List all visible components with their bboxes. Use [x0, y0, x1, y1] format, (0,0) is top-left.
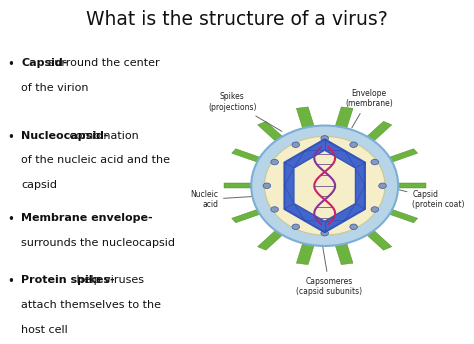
Polygon shape: [257, 231, 283, 250]
Circle shape: [350, 224, 357, 229]
Text: combination: combination: [66, 131, 138, 141]
Circle shape: [271, 207, 278, 212]
Text: Capsid-: Capsid-: [21, 58, 68, 68]
Polygon shape: [296, 107, 314, 128]
Ellipse shape: [264, 136, 385, 235]
Polygon shape: [366, 121, 392, 140]
Text: of the virion: of the virion: [21, 83, 89, 93]
Polygon shape: [398, 183, 426, 188]
Text: Membrane envelope-: Membrane envelope-: [21, 213, 153, 223]
Text: capsid: capsid: [21, 180, 57, 190]
Polygon shape: [284, 139, 365, 232]
Text: host cell: host cell: [21, 325, 68, 335]
Text: help viruses: help viruses: [73, 275, 144, 285]
Text: Nucleic
acid: Nucleic acid: [190, 190, 312, 209]
Text: Envelope
(membrane): Envelope (membrane): [345, 89, 392, 128]
Circle shape: [371, 207, 379, 212]
Polygon shape: [296, 244, 314, 265]
Polygon shape: [366, 231, 392, 250]
Text: Spikes
(projections): Spikes (projections): [208, 93, 282, 131]
Polygon shape: [335, 107, 353, 128]
Ellipse shape: [251, 126, 398, 246]
Text: •: •: [7, 131, 14, 144]
Text: surrounds the nucleocapsid: surrounds the nucleocapsid: [21, 238, 175, 248]
Text: surround the center: surround the center: [45, 58, 160, 68]
Circle shape: [379, 183, 386, 189]
Polygon shape: [257, 121, 283, 140]
Text: •: •: [7, 213, 14, 226]
Polygon shape: [389, 149, 418, 162]
Text: Capsomeres
(capsid subunits): Capsomeres (capsid subunits): [296, 233, 363, 296]
Circle shape: [321, 230, 328, 236]
Text: Protein spikes-: Protein spikes-: [21, 275, 115, 285]
Text: •: •: [7, 58, 14, 72]
Text: What is the structure of a virus?: What is the structure of a virus?: [86, 10, 388, 29]
Circle shape: [263, 183, 271, 189]
Text: Capsid
(protein coat): Capsid (protein coat): [372, 183, 465, 209]
Polygon shape: [232, 209, 261, 223]
Circle shape: [271, 159, 278, 165]
Polygon shape: [232, 149, 261, 162]
Text: Nucleocapsid-: Nucleocapsid-: [21, 131, 109, 141]
Circle shape: [292, 224, 300, 229]
Polygon shape: [389, 209, 418, 223]
Polygon shape: [335, 244, 353, 265]
Text: attach themselves to the: attach themselves to the: [21, 300, 161, 310]
Text: •: •: [7, 275, 14, 288]
Polygon shape: [294, 150, 356, 221]
Circle shape: [292, 142, 300, 148]
Circle shape: [350, 142, 357, 148]
Polygon shape: [224, 183, 251, 188]
Circle shape: [371, 159, 379, 165]
Text: of the nucleic acid and the: of the nucleic acid and the: [21, 155, 170, 165]
Circle shape: [321, 136, 328, 141]
